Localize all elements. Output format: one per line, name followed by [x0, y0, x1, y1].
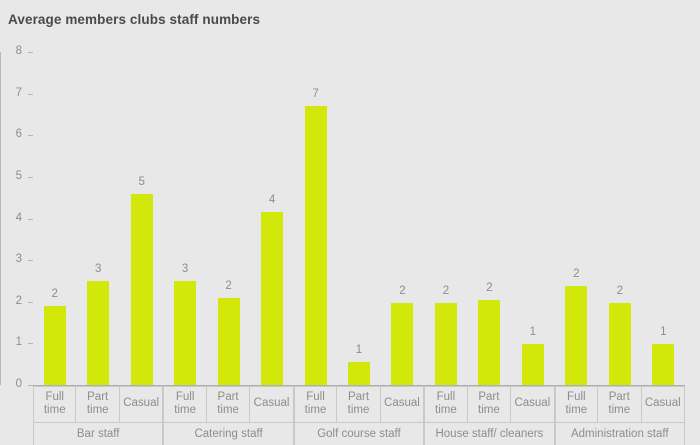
y-axis-line — [0, 52, 1, 385]
category-label-cell: Part time — [207, 386, 251, 422]
y-tick-mark — [28, 301, 33, 303]
category-label-cell: Part time — [337, 386, 381, 422]
bar-value-label: 2 — [399, 284, 406, 297]
category-label-cell: Casual — [120, 386, 164, 422]
group-label-cell: Bar staff — [33, 422, 164, 445]
category-label-cell: Casual — [642, 386, 685, 422]
y-tick-mark — [28, 343, 33, 345]
chart-title: Average members clubs staff numbers — [8, 12, 261, 27]
y-tick-mark — [28, 218, 33, 220]
y-tick-label: 0 — [15, 378, 22, 390]
bar — [434, 303, 457, 385]
category-label-cell: Part time — [598, 386, 642, 422]
y-tick-label: 2 — [15, 294, 22, 307]
group-label-cell: Golf course staff — [293, 422, 425, 445]
y-tick-label: 6 — [15, 128, 22, 141]
bar — [43, 305, 66, 385]
y-tick-label: 3 — [15, 253, 22, 266]
label-table-top-rule — [33, 386, 685, 387]
group-label-cell: House staff/ cleaners — [424, 422, 555, 445]
y-tick-label: 1 — [15, 336, 22, 349]
bar — [87, 280, 110, 385]
bar-value-label: 7 — [312, 88, 319, 101]
bar — [565, 285, 588, 385]
bar — [174, 280, 197, 385]
bar-value-label: 1 — [355, 344, 363, 357]
bar — [652, 344, 675, 385]
x-axis-line — [33, 385, 685, 386]
bar — [521, 344, 544, 385]
category-label-cell: Full time — [554, 386, 599, 422]
bar-value-label: 1 — [660, 326, 667, 339]
category-label-table: Full time Part time Casual Bar staff Full ti… — [33, 386, 685, 445]
bar-value-label: 2 — [51, 287, 58, 300]
y-tick-label: 7 — [15, 86, 22, 99]
y-tick-mark — [28, 385, 33, 386]
category-label-cell: Part time — [76, 386, 120, 422]
bar — [304, 106, 327, 385]
bar-value-label: 2 — [486, 281, 493, 294]
y-tick-label: 4 — [15, 211, 22, 224]
bar — [348, 362, 370, 385]
category-label-cell: Full time — [163, 386, 207, 422]
group-label-cell: Administration staff — [554, 422, 685, 445]
category-label-cell: Casual — [511, 386, 555, 422]
y-tick-mark — [28, 135, 33, 137]
category-label-cell: Casual — [381, 386, 425, 422]
bar-value-label: 3 — [94, 262, 102, 275]
plot-area: 2 3 5 3 2 4 7 1 2 2 2 1 2 2 1 — [33, 52, 685, 385]
y-tick-mark — [28, 260, 33, 262]
category-label-cell: Full time — [33, 386, 77, 422]
bar — [261, 212, 284, 385]
label-table-mid-rule — [33, 422, 685, 423]
category-label-cell: Full time — [293, 386, 338, 422]
bar — [130, 193, 153, 385]
bar-value-label: 2 — [225, 279, 232, 292]
bar — [608, 303, 631, 385]
y-tick-mark — [28, 176, 33, 178]
category-label-cell: Casual — [250, 386, 294, 422]
y-tick-mark — [28, 93, 33, 95]
bar-value-label: 1 — [529, 326, 537, 339]
group-label-cell: Catering staff — [163, 422, 294, 445]
category-label-cell: Part time — [468, 386, 512, 422]
y-tick-label: 8 — [15, 45, 22, 57]
bar-value-label: 5 — [138, 175, 145, 188]
bar-value-label: 4 — [268, 194, 276, 207]
bar — [217, 297, 240, 385]
category-label-cell: Full time — [424, 386, 468, 422]
bar — [391, 303, 414, 385]
bar-value-label: 2 — [442, 284, 450, 297]
bar-value-label: 3 — [181, 262, 189, 275]
y-tick-label: 5 — [15, 169, 22, 182]
bar — [478, 299, 501, 385]
bar-value-label: 2 — [616, 284, 623, 297]
y-tick-mark — [28, 52, 33, 53]
bar-value-label: 2 — [573, 267, 580, 280]
